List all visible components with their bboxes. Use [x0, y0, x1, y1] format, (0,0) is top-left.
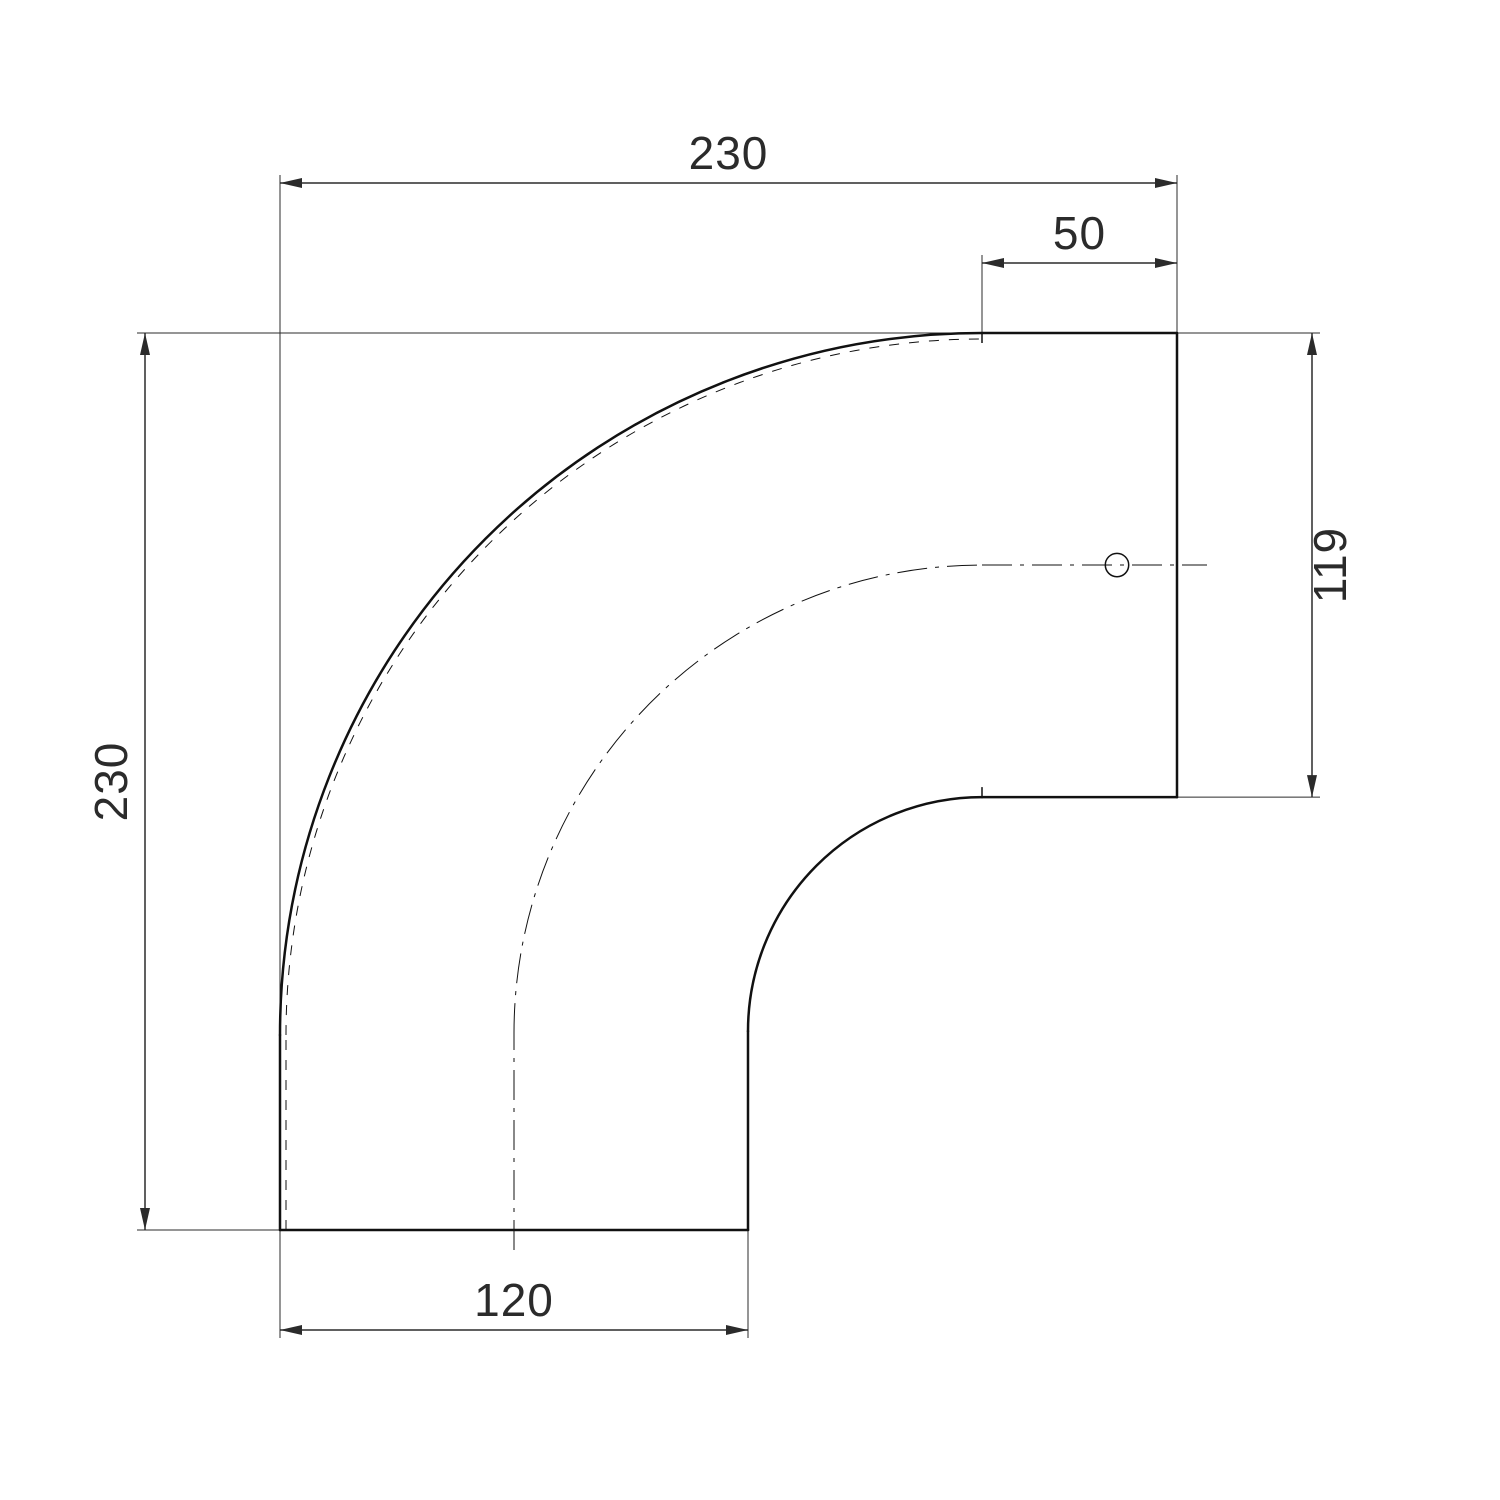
elbow-technical-drawing: 230 50 230 119 120: [0, 0, 1500, 1500]
dim-230-left: 230: [85, 742, 137, 822]
dim-50-top: 50: [1053, 207, 1106, 259]
dim-120-bottom: 120: [474, 1274, 554, 1326]
dim-230-top: 230: [689, 127, 769, 179]
dim-119-right: 119: [1304, 527, 1356, 603]
